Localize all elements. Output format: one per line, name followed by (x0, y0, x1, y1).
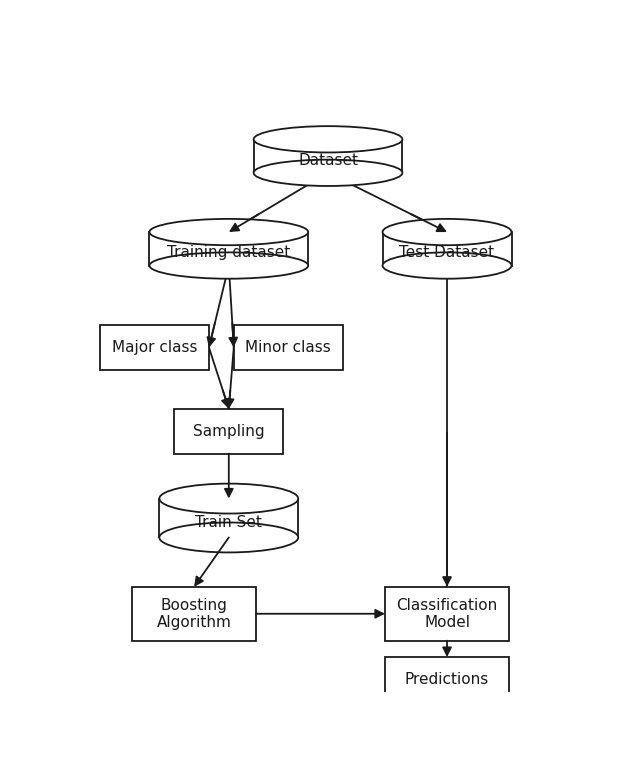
Bar (234, 325, 343, 370)
Text: Minor class: Minor class (246, 340, 331, 355)
Bar (100, 325, 209, 370)
Ellipse shape (383, 253, 511, 279)
Bar (385, 657, 509, 702)
Ellipse shape (383, 219, 511, 246)
Bar (174, 409, 284, 454)
Polygon shape (383, 232, 511, 266)
Text: Boosting
Algorithm: Boosting Algorithm (157, 598, 232, 630)
Ellipse shape (159, 483, 298, 514)
Bar (385, 587, 509, 641)
Text: Predictions: Predictions (405, 672, 489, 687)
Text: Sampling: Sampling (193, 423, 264, 439)
Ellipse shape (150, 219, 308, 246)
Ellipse shape (150, 253, 308, 279)
Polygon shape (253, 139, 403, 172)
Text: Classification
Model: Classification Model (396, 598, 498, 630)
Ellipse shape (253, 159, 403, 186)
Polygon shape (159, 499, 298, 538)
Text: Major class: Major class (111, 340, 197, 355)
Ellipse shape (253, 126, 403, 152)
Polygon shape (150, 232, 308, 266)
Text: Dataset: Dataset (298, 152, 358, 168)
Text: Train Set: Train Set (195, 515, 262, 530)
Text: Training dataset: Training dataset (167, 246, 291, 260)
Text: Test Dataset: Test Dataset (399, 246, 495, 260)
Bar (132, 587, 256, 641)
Ellipse shape (159, 522, 298, 552)
